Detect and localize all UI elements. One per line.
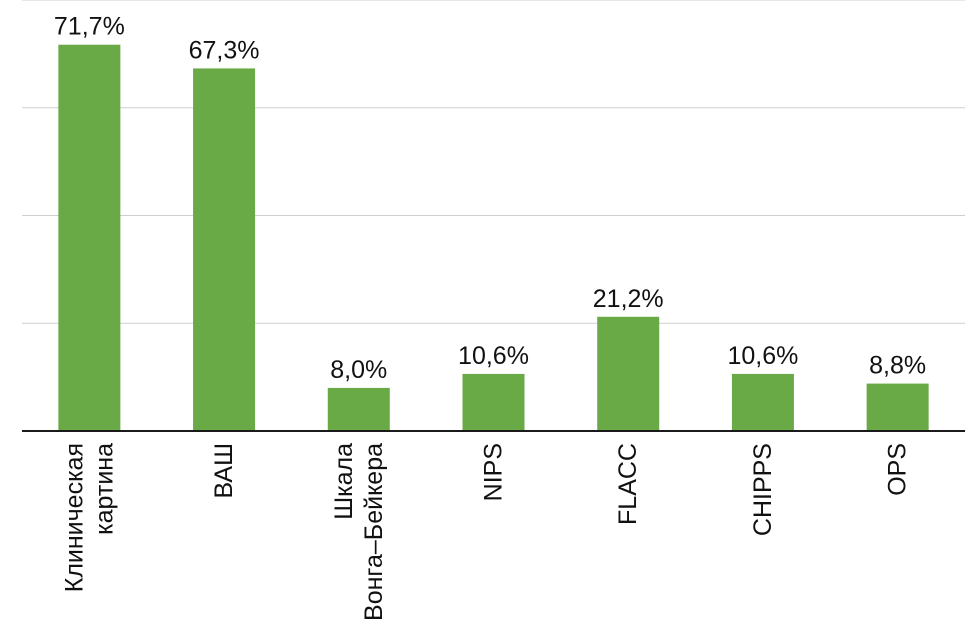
value-labels: 71,7% 67,3% 8,0% 10,6% 21,2% 10,6% 8,8%	[54, 13, 926, 384]
category-label-line: FLACC	[614, 443, 642, 525]
category-label-line: OPS	[884, 443, 912, 496]
category-label-line: CHIPPS	[749, 443, 777, 536]
category-label: NIPS	[480, 443, 508, 501]
bars	[58, 44, 929, 432]
gridlines	[22, 0, 965, 324]
category-label-line: картина	[90, 443, 118, 535]
category-label: Шкала Вонга–Бейкера	[330, 443, 388, 621]
category-labels: Клиническая картина ВАШ Шкала Вонга–Бейкера N…	[60, 443, 911, 621]
category-label: ВАШ	[210, 443, 238, 498]
category-label: FLACC	[614, 443, 642, 525]
bar	[462, 373, 525, 431]
category-label: Клиническая картина	[60, 443, 118, 592]
value-label: 10,6%	[458, 342, 529, 370]
category-label: CHIPPS	[749, 443, 777, 536]
bar	[597, 316, 660, 431]
category-label-line: Вонга–Бейкера	[360, 443, 388, 621]
bar	[866, 383, 929, 431]
bar	[58, 44, 121, 432]
category-label: OPS	[884, 443, 912, 496]
bar	[193, 68, 256, 431]
category-label-line: Шкала	[330, 443, 358, 520]
category-label-line: Клиническая	[60, 443, 88, 592]
value-label: 67,3%	[189, 36, 260, 64]
category-label-line: ВАШ	[210, 443, 238, 498]
value-label: 21,2%	[593, 285, 664, 313]
bar	[327, 387, 390, 431]
category-label-line: NIPS	[480, 443, 508, 501]
value-label: 71,7%	[54, 13, 125, 41]
bar	[731, 373, 794, 431]
value-label: 10,6%	[727, 342, 798, 370]
value-label: 8,0%	[330, 356, 387, 384]
value-label: 8,8%	[869, 352, 926, 380]
